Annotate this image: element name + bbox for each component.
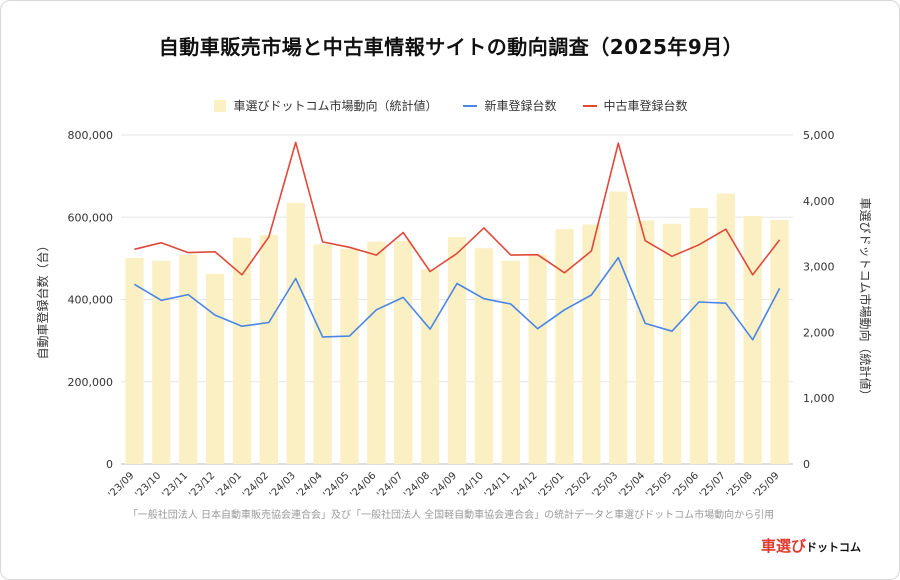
bar — [474, 248, 494, 464]
chart-legend: 車選びドットコム市場動向（統計値） 新車登録台数 中古車登録台数 — [1, 97, 899, 114]
x-tick-label: '24/05 — [321, 470, 351, 500]
bar — [313, 244, 332, 464]
bar — [501, 260, 520, 464]
line-used-cars — [134, 141, 781, 276]
legend-item-market-trend: 車選びドットコム市場動向（統計値） — [214, 97, 437, 114]
x-tick-label: '25/04 — [617, 470, 647, 500]
x-tick-label: '24/08 — [402, 470, 432, 500]
right-tick-label: 3,000 — [803, 261, 835, 274]
x-tick-label: '25/06 — [671, 470, 701, 500]
bar — [179, 254, 198, 464]
right-tick-label: 0 — [803, 458, 810, 471]
site-logo: 車選びドットコム — [761, 535, 861, 556]
bar — [770, 219, 789, 464]
left-tick-label: 0 — [106, 458, 113, 471]
bar — [205, 273, 225, 464]
x-tick-label: '24/11 — [483, 470, 513, 500]
x-tick-label: '25/09 — [752, 470, 782, 500]
legend-label-new-cars: 新車登録台数 — [484, 99, 557, 113]
x-tick-label: '23/12 — [187, 470, 217, 500]
x-tick-label: '24/03 — [268, 470, 298, 500]
legend-line-swatch-new — [463, 104, 478, 107]
left-tick-label: 800,000 — [68, 129, 114, 142]
right-tick-label: 5,000 — [803, 129, 835, 142]
bar — [125, 258, 144, 464]
right-tick-label: 2,000 — [803, 326, 835, 339]
x-tick-label: '24/07 — [375, 470, 405, 500]
x-tick-label: '25/02 — [563, 470, 593, 500]
x-tick-label: '25/07 — [698, 470, 728, 500]
bar — [555, 229, 574, 464]
line-new-cars — [133, 256, 781, 341]
x-tick-label: '25/03 — [590, 470, 620, 500]
bar — [716, 193, 735, 464]
left-tick-label: 600,000 — [68, 211, 114, 224]
bar — [609, 191, 628, 464]
x-tick-label: '24/04 — [295, 470, 325, 500]
x-tick-label: '25/05 — [644, 470, 674, 500]
x-tick-label: '24/10 — [456, 470, 486, 500]
x-tick-label: '24/02 — [241, 470, 271, 500]
bar — [152, 260, 171, 464]
left-tick-label: 200,000 — [68, 376, 114, 389]
legend-bar-swatch — [214, 99, 227, 112]
bar — [367, 241, 386, 464]
bar — [689, 208, 709, 464]
bar — [286, 202, 305, 465]
legend-item-new-cars: 新車登録台数 — [463, 97, 557, 114]
bar — [447, 236, 467, 464]
x-tick-label: '24/09 — [429, 470, 459, 500]
legend-label-market-trend: 車選びドットコム市場動向（統計値） — [233, 99, 438, 113]
x-tick-label: '25/01 — [537, 470, 567, 500]
left-axis-title: 自動車登録台数（台） — [35, 239, 50, 359]
bar — [582, 224, 601, 464]
x-tick-label: '24/01 — [214, 470, 244, 500]
bar — [394, 240, 413, 464]
bar — [259, 235, 278, 464]
left-tick-label: 400,000 — [68, 294, 114, 307]
x-tick-label: '25/08 — [725, 470, 755, 500]
right-axis-title: 車選びドットコム市場動向（統計値） — [858, 197, 873, 401]
legend-line-swatch-used — [582, 104, 597, 107]
logo-text-main: 車選び — [760, 537, 806, 555]
bar — [420, 269, 440, 464]
x-tick-label: '24/12 — [510, 470, 540, 500]
chart-title: 自動車販売市場と中古車情報サイトの動向調査（2025年9月） — [158, 35, 744, 59]
x-tick-label: '24/06 — [348, 470, 378, 500]
bar — [340, 248, 359, 464]
right-tick-label: 4,000 — [803, 195, 835, 208]
legend-item-used-cars: 中古車登録台数 — [582, 97, 688, 114]
source-note: 「一般社団法人 日本自動車販売協会連合会」及び「一般社団法人 全国軽自動車協会連… — [127, 510, 775, 521]
bar — [662, 223, 682, 464]
x-tick-label: '23/11 — [160, 470, 190, 500]
bar — [528, 254, 547, 464]
logo-text-sub: ドットコム — [806, 541, 861, 554]
x-tick-label: '23/10 — [133, 470, 163, 500]
bar — [232, 237, 252, 464]
legend-label-used-cars: 中古車登録台数 — [603, 99, 688, 113]
x-tick-label: '23/09 — [106, 470, 136, 500]
bar — [636, 220, 655, 464]
right-tick-label: 1,000 — [803, 392, 835, 405]
